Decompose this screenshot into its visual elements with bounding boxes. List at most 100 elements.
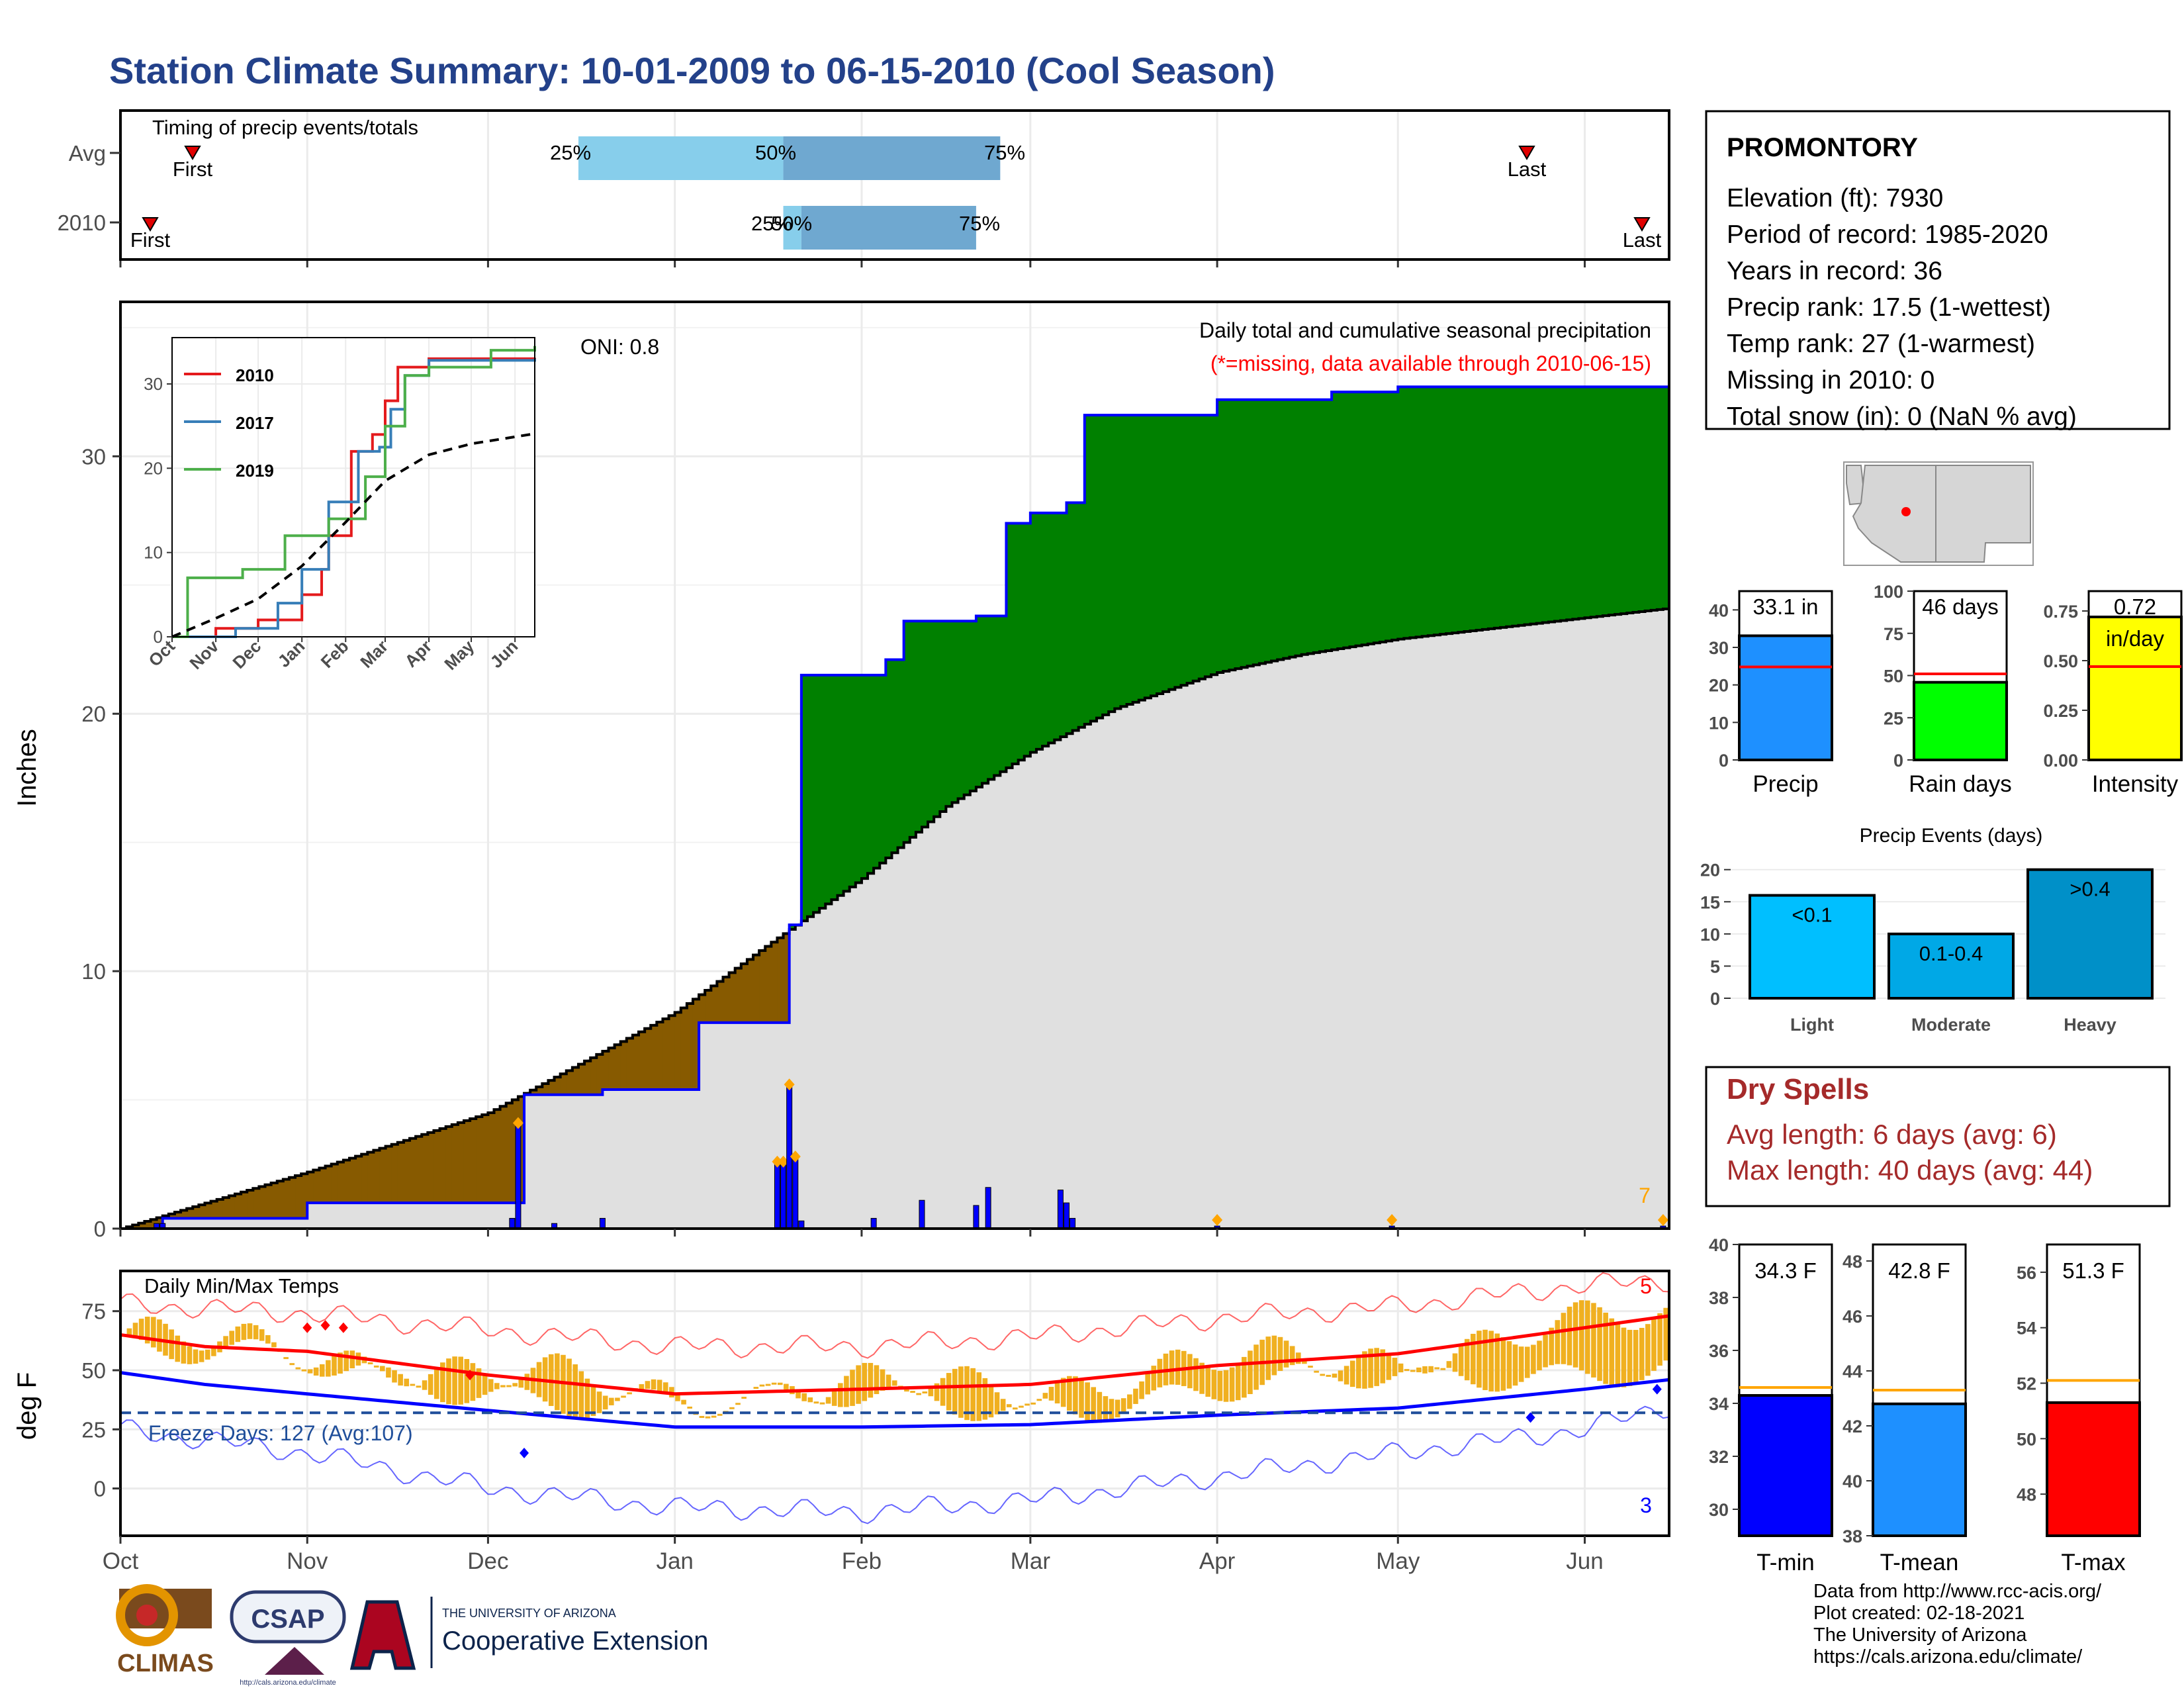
daily-temp-bar — [175, 1335, 181, 1362]
daily-temp-bar — [1091, 1387, 1097, 1423]
surplus-segment — [1373, 392, 1381, 643]
precip-panel: 0 10 20 30 Inches ONI: 0.8 Daily total and … — [13, 301, 1670, 1241]
daily-temp-bar — [1627, 1329, 1633, 1386]
surplus-segment — [1470, 387, 1477, 631]
surplus-segment — [1615, 387, 1621, 615]
ua-logo-main: Cooperative Extension — [442, 1626, 708, 1656]
daily-temp-bar — [470, 1363, 476, 1401]
daily-temp-bar — [386, 1367, 391, 1378]
surplus-segment — [1639, 387, 1646, 612]
daily-temp-bar — [1434, 1367, 1440, 1370]
daily-temp-bar — [205, 1349, 210, 1360]
deficit-segment — [668, 1015, 676, 1090]
surplus-segment — [1518, 387, 1525, 626]
daily-temp-bar — [1205, 1366, 1211, 1397]
daily-temp-bar — [759, 1384, 765, 1387]
surplus-segment — [964, 621, 971, 795]
surplus-segment — [1440, 387, 1447, 635]
temp-y-axis: 0 25 50 75 — [81, 1299, 120, 1501]
events-bar-label-moderate: 0.1-0.4 — [1919, 942, 1983, 965]
surplus-segment — [1187, 415, 1194, 684]
surplus-segment — [1433, 387, 1441, 635]
daily-temp-bar — [819, 1402, 825, 1405]
daily-temp-bar — [1386, 1352, 1392, 1380]
events-ytick-label: 15 — [1700, 892, 1720, 912]
month-label-nov: Nov — [287, 1548, 328, 1574]
daily-temp-bar — [1295, 1352, 1301, 1364]
daily-temp-bar — [392, 1370, 397, 1383]
daily-temp-bar — [729, 1407, 735, 1409]
avg-first-marker — [184, 146, 201, 160]
surplus-segment — [909, 621, 917, 837]
deficit-segment — [367, 1152, 375, 1203]
daily-temp-bar — [886, 1374, 891, 1388]
deficit-segment — [168, 1213, 175, 1219]
daily-temp-bar — [711, 1415, 717, 1418]
deficit-segment — [307, 1172, 314, 1203]
daily-precip-bar — [1063, 1202, 1069, 1229]
daily-temp-bar — [1175, 1349, 1181, 1385]
deficit-segment — [554, 1077, 561, 1095]
surplus-segment — [1157, 415, 1163, 694]
surplus-segment — [819, 675, 826, 908]
deficit-segment — [500, 1106, 507, 1203]
daily-temp-bar — [1349, 1360, 1355, 1387]
deficit-segment — [645, 1028, 651, 1090]
precip-ytick-label: 20 — [1709, 676, 1729, 696]
inset-legend-2010: 2010 — [236, 365, 274, 385]
station-info-box: PROMONTORY Elevation (ft): 7930 Period o… — [1705, 110, 2171, 431]
daily-temp-bar — [621, 1395, 626, 1398]
t-max-bar — [2046, 1401, 2141, 1538]
climas-logo-text: CLIMAS — [117, 1650, 214, 1677]
daily-temp-bar — [1585, 1300, 1590, 1374]
surplus-segment — [1205, 415, 1212, 677]
surplus-segment — [843, 675, 850, 892]
daily-temp-bar — [928, 1387, 934, 1397]
daily-temp-bar — [404, 1378, 410, 1387]
intensity-bar — [2087, 616, 2183, 761]
surplus-segment — [1567, 387, 1573, 620]
intensity-axis-label: Intensity — [2092, 771, 2179, 797]
surplus-segment — [1307, 399, 1314, 654]
daily-temp-bar — [1115, 1399, 1120, 1418]
t-max-value-label: 51.3 F — [2062, 1258, 2124, 1283]
daily-temp-bar — [138, 1319, 144, 1340]
daily-temp-bar — [1019, 1405, 1024, 1408]
map-region-west — [1846, 465, 1866, 506]
daily-precip-bar — [774, 1161, 780, 1229]
daily-temp-bar — [524, 1374, 530, 1390]
daily-temp-bar — [247, 1323, 253, 1339]
daily-precip-bar — [919, 1199, 925, 1229]
daily-temp-bar — [332, 1356, 337, 1376]
daily-temp-bar — [181, 1341, 187, 1364]
rain-days-ytick-label: 50 — [1884, 667, 1903, 686]
surplus-segment — [1289, 399, 1297, 657]
daily-temp-bar — [862, 1362, 868, 1401]
daily-precip-bar — [515, 1123, 522, 1229]
daily-temp-bar — [319, 1364, 325, 1377]
daily-temp-bar — [1597, 1307, 1602, 1382]
daily-temp-bar — [687, 1406, 692, 1409]
daily-temp-bar — [1242, 1356, 1247, 1398]
daily-temp-bar — [1609, 1318, 1615, 1386]
daily-temp-bar — [1537, 1340, 1542, 1371]
precip-ytick-label: 10 — [1709, 713, 1729, 733]
t-min-ytick-label: 34 — [1709, 1394, 1729, 1414]
daily-temp-bar — [561, 1354, 566, 1414]
daily-temp-bar — [825, 1397, 831, 1404]
surplus-segment — [952, 621, 959, 803]
ua-logo-block-a — [349, 1600, 416, 1670]
deficit-segment — [331, 1164, 338, 1203]
precip-count-label: 7 — [1639, 1184, 1651, 1207]
daily-temp-bar — [343, 1350, 349, 1372]
daily-temp-bar — [771, 1382, 777, 1385]
daily-temp-bar — [801, 1393, 807, 1401]
daily-temp-bar — [1543, 1335, 1548, 1368]
daily-precip-bar — [1069, 1217, 1076, 1229]
surplus-segment — [886, 659, 893, 858]
temp-ytick-label: 75 — [81, 1299, 106, 1324]
precip-panel-border — [119, 301, 1670, 1230]
deficit-segment — [729, 972, 736, 1023]
daily-temp-bar — [627, 1392, 632, 1395]
t-mean-ytick-label: 44 — [1843, 1362, 1862, 1382]
